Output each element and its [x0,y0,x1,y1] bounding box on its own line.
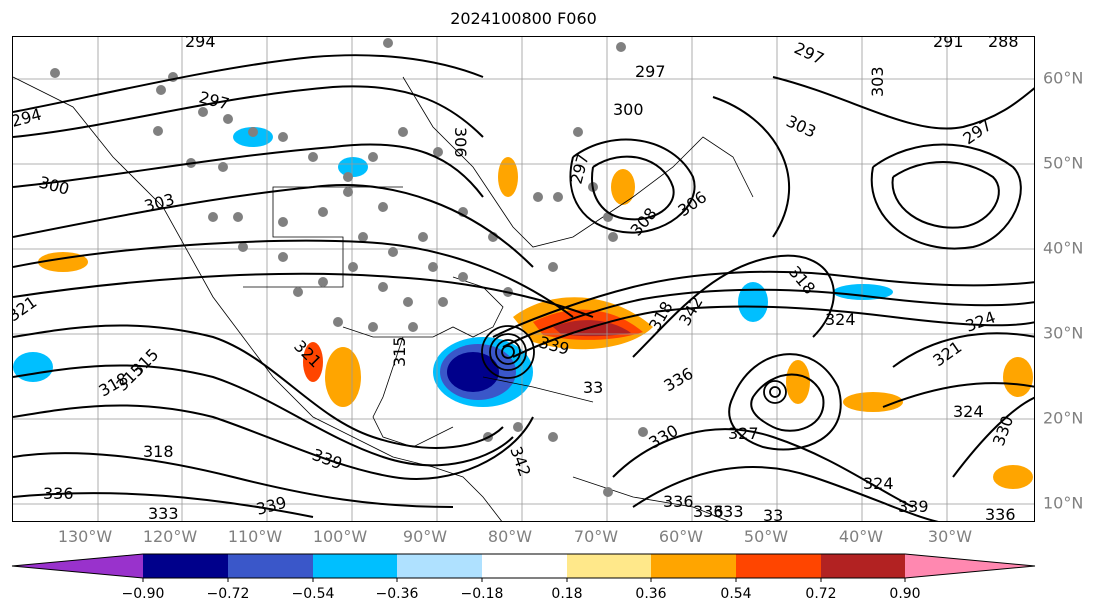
graticule [13,37,1034,521]
lon-label: 90°W [402,527,448,546]
map-panel: 294 297 297 294 300 303 306 297 300 303 … [12,36,1035,522]
contour-lines [13,54,1034,521]
contour-label: 339 [254,493,288,519]
lon-label: 100°W [312,527,368,546]
colorbar-tick: −0.18 [460,586,504,602]
contour-label: 294 [185,37,216,51]
map-title: 2024100800 F060 [450,9,597,28]
contour-label: 339 [898,497,929,516]
contour-label: 300 [613,100,644,119]
contour-label: 321 [929,337,965,370]
contour-label: 297 [567,152,593,186]
contour-label: 333 [713,502,744,521]
lat-label: 50°N [1043,153,1084,173]
lat-label: 10°N [1043,493,1084,513]
contour-label: 297 [635,62,666,81]
colorbar-tick: 0.54 [720,586,752,602]
lon-label: 40°W [838,527,884,546]
colorbar-segment [482,554,567,578]
colorbar-tick: −0.54 [291,586,335,602]
contour-label: 297 [959,115,995,148]
contour-label: 327 [728,424,759,443]
contour-label: 336 [43,484,74,503]
colorbar-segment [821,554,905,578]
colorbar-segment [397,554,482,578]
lon-label: 70°W [573,527,619,546]
colorbar-segment [905,554,1035,578]
contour-label: 324 [963,307,998,335]
colorbar [11,553,1036,582]
lon-label: 30°W [927,527,973,546]
contour-label: 294 [13,105,44,131]
contour-label: 303 [142,190,176,216]
map-canvas: 294 297 297 294 300 303 306 297 300 303 … [13,37,1034,522]
contour-label: 336 [693,502,724,521]
colorbar-segment [228,554,313,578]
hurricane-contours [481,325,787,404]
contour-label: 300 [37,173,71,199]
colorbar-segment [567,554,651,578]
shading-layer [13,127,1033,489]
lon-label: 50°W [743,527,789,546]
contour-label: 315 [390,336,409,367]
contour-label: 306 [451,127,470,158]
colorbar-segment [143,554,228,578]
contour-label: 324 [825,310,856,329]
colorbar-tick: −0.72 [206,586,250,602]
contour-label: 291 [933,37,964,51]
lon-label: 130°W [57,527,113,546]
contour-label: 342 [675,293,707,329]
colorbar-segment [12,554,143,578]
lat-label: 30°N [1043,323,1084,343]
station-dots [50,38,648,497]
contour-label: 303 [783,111,819,141]
lat-label: 60°N [1043,68,1084,88]
contour-label: 336 [661,364,697,396]
contour-label: 336 [985,505,1016,522]
colorbar-tick: −0.90 [121,586,165,602]
colorbar-tick: 0.90 [889,586,921,602]
colorbar-segment [313,554,397,578]
contour-label: 324 [863,474,894,493]
contour-label: 324 [953,402,984,421]
colorbar-tick: 0.36 [635,586,667,602]
contour-label: 297 [791,38,827,68]
colorbar-segment [651,554,736,578]
contour-label: 303 [868,66,887,97]
lon-label: 80°W [487,527,533,546]
colorbar-tick: 0.18 [551,586,583,602]
contour-label: 318 [785,262,819,298]
contour-label: 318 [143,442,174,461]
contour-label: 342 [506,444,534,479]
contour-label: 288 [988,37,1019,51]
coastlines [13,76,754,521]
colorbar-tick: −0.36 [375,586,419,602]
lat-label: 40°N [1043,238,1084,258]
contour-label: 33 [583,378,603,397]
contour-label: 33 [763,506,783,522]
contour-label: 333 [148,504,179,522]
lon-label: 120°W [142,527,198,546]
contour-label: 308 [627,204,661,240]
lon-label: 60°W [658,527,704,546]
lat-label: 20°N [1043,408,1084,428]
contour-label: 330 [989,413,1017,448]
colorbar-tick: 0.72 [805,586,837,602]
contour-label: 339 [310,445,345,473]
contour-label: 336 [663,492,694,511]
lon-label: 110°W [227,527,283,546]
colorbar-segment [736,554,821,578]
